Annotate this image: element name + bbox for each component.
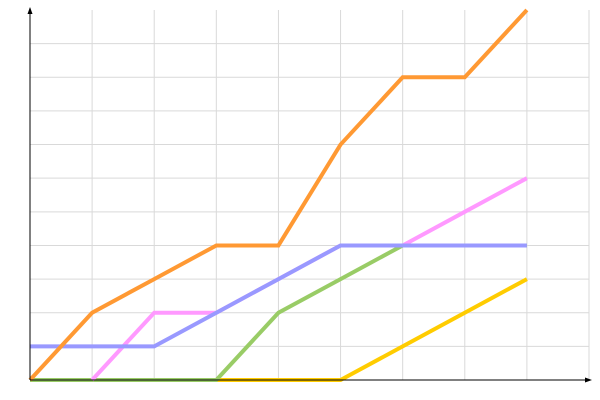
y-axis-arrow <box>27 7 33 14</box>
x-axis-arrow <box>585 377 592 383</box>
series-line-4 <box>30 243 527 349</box>
series-line-5 <box>28 8 529 382</box>
